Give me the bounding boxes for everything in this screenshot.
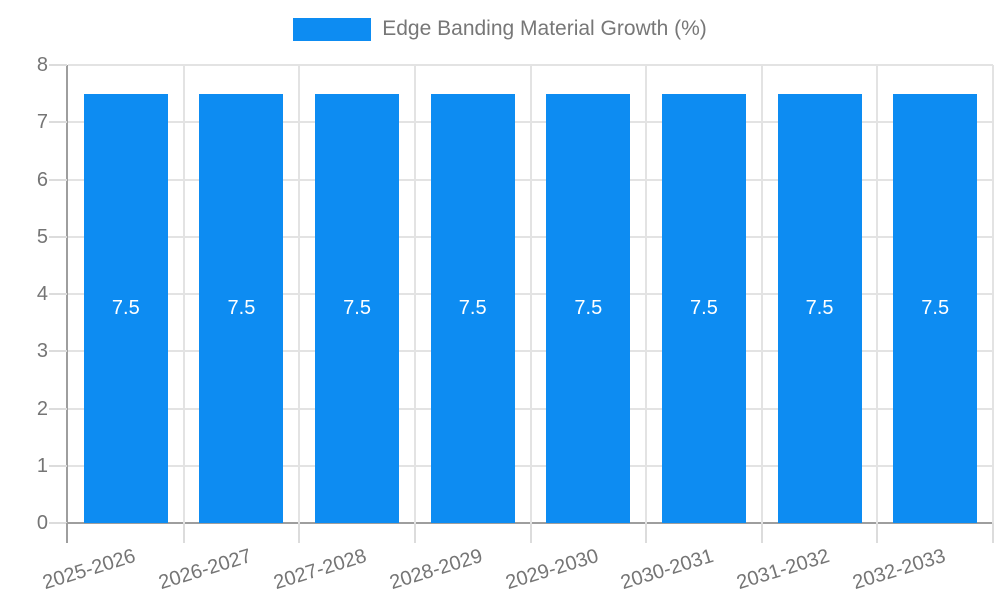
y-axis-tick-label: 7: [36, 111, 48, 134]
gridline-vertical: [645, 65, 648, 523]
bar-value-label: 7.5: [111, 296, 140, 319]
legend-label: Edge Banding Material Growth (%): [382, 17, 707, 40]
x-axis-tick: [876, 523, 879, 543]
bar: 7.5: [199, 93, 284, 523]
x-axis-tick-label: 2030-2031: [618, 545, 717, 595]
legend-swatch-icon: [293, 17, 372, 41]
gridline-vertical: [298, 65, 301, 523]
y-axis-tick-label: 2: [36, 397, 48, 420]
bar: 7.5: [893, 93, 978, 523]
y-axis-tick-label: 1: [36, 454, 48, 477]
gridline-vertical: [876, 65, 879, 523]
gridline-vertical: [182, 65, 185, 523]
y-axis-tick: [49, 293, 67, 295]
x-axis-tick: [992, 523, 994, 543]
x-axis-tick-label: 2025-2026: [40, 545, 139, 595]
x-axis-tick-label: 2031-2032: [734, 545, 832, 595]
gridline-vertical: [992, 65, 994, 523]
y-axis-tick: [49, 121, 67, 124]
bar-value-label: 7.5: [805, 296, 834, 319]
x-axis-tick: [66, 523, 68, 543]
bar: 7.5: [430, 93, 515, 523]
y-axis-tick: [49, 178, 67, 181]
y-axis-tick-label: 4: [36, 283, 48, 305]
y-axis-tick: [49, 350, 67, 353]
x-axis-tick: [760, 523, 763, 543]
bar: 7.5: [83, 93, 168, 523]
gridline-vertical: [413, 65, 416, 523]
x-axis-tick: [413, 523, 416, 543]
y-axis-line: [66, 65, 68, 543]
y-axis-tick: [49, 464, 67, 467]
y-axis-tick: [49, 64, 67, 66]
gridline-vertical: [760, 65, 763, 523]
y-axis-tick-label: 6: [36, 168, 48, 191]
gridline-vertical: [529, 65, 532, 523]
bar: 7.5: [315, 93, 400, 523]
bar-value-label: 7.5: [690, 296, 718, 319]
legend[interactable]: Edge Banding Material Growth (%): [0, 17, 1000, 41]
x-axis-tick: [645, 523, 648, 543]
y-axis-tick: [49, 235, 67, 238]
bar-value-label: 7.5: [227, 296, 256, 319]
y-axis-tick: [49, 522, 67, 524]
x-axis-tick: [298, 523, 301, 543]
bar-value-label: 7.5: [921, 296, 950, 319]
bar-value-label: 7.5: [458, 296, 487, 319]
x-axis-tick: [529, 523, 532, 543]
plot-area: 7.5 7.5 7.5 7.5 7.5 7.5 7.5 7.5: [68, 64, 994, 523]
x-axis-tick-label: 2032-2033: [849, 545, 948, 595]
bar-value-label: 7.5: [574, 296, 603, 319]
bar-value-label: 7.5: [343, 296, 371, 319]
bar: 7.5: [661, 93, 746, 523]
y-axis-tick-label: 0: [36, 512, 48, 534]
y-axis-tick-label: 5: [36, 225, 48, 248]
y-axis-tick: [49, 407, 67, 410]
bar: 7.5: [546, 93, 631, 523]
y-axis-tick-label: 8: [36, 54, 48, 76]
x-axis-tick-label: 2029-2030: [502, 545, 601, 595]
bar: 7.5: [777, 93, 862, 523]
x-axis-tick: [182, 523, 185, 543]
y-axis-tick-label: 3: [36, 340, 48, 363]
x-axis-tick-label: 2027-2028: [271, 545, 370, 595]
x-axis-tick-label: 2026-2027: [155, 545, 254, 595]
x-axis-tick-label: 2028-2029: [387, 545, 486, 595]
